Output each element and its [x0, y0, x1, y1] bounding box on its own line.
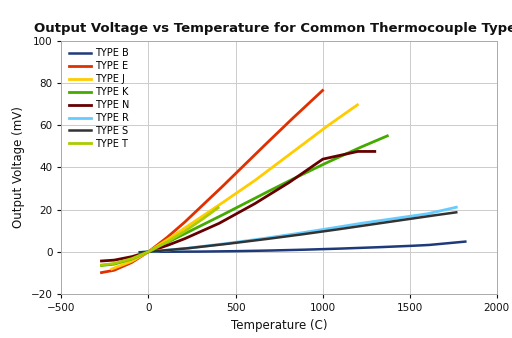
TYPE B	[398, 244, 404, 248]
TYPE K	[322, 162, 328, 166]
Line: TYPE R: TYPE R	[140, 207, 456, 252]
TYPE R	[137, 250, 143, 254]
TYPE R	[354, 222, 360, 226]
TYPE R	[383, 218, 390, 222]
TYPE J	[300, 142, 306, 146]
TYPE J	[109, 267, 115, 271]
TYPE R	[453, 205, 459, 209]
Line: TYPE K: TYPE K	[101, 136, 387, 265]
TYPE E	[121, 264, 127, 268]
TYPE N	[126, 255, 133, 259]
TYPE S	[354, 224, 360, 228]
TYPE T	[110, 262, 116, 266]
TYPE B	[285, 248, 291, 252]
TYPE J	[217, 202, 223, 207]
TYPE B	[363, 246, 369, 250]
TYPE T	[189, 224, 196, 228]
TYPE N	[354, 149, 360, 153]
TYPE K	[384, 134, 390, 138]
TYPE B	[178, 250, 184, 254]
TYPE R	[265, 236, 271, 240]
TYPE N	[311, 163, 317, 167]
TYPE J	[278, 159, 284, 163]
TYPE S	[137, 250, 143, 254]
TYPE T	[98, 263, 104, 267]
TYPE S	[383, 220, 390, 224]
TYPE J	[208, 208, 214, 212]
TYPE N	[98, 259, 104, 263]
TYPE J	[134, 256, 140, 260]
TYPE N	[219, 220, 225, 224]
Line: TYPE N: TYPE N	[101, 151, 375, 261]
Line: TYPE T: TYPE T	[101, 208, 218, 265]
TYPE T	[191, 222, 198, 226]
X-axis label: Temperature (C): Temperature (C)	[231, 319, 327, 332]
TYPE J	[305, 139, 311, 143]
TYPE S	[453, 210, 459, 214]
Line: TYPE S: TYPE S	[140, 212, 456, 252]
TYPE B	[273, 248, 280, 252]
TYPE K	[127, 258, 134, 262]
TYPE B	[462, 240, 468, 244]
TYPE E	[250, 154, 257, 158]
TYPE T	[145, 250, 152, 254]
TYPE S	[265, 237, 271, 241]
TYPE E	[271, 134, 277, 138]
TYPE K	[295, 175, 301, 179]
TYPE N	[286, 180, 292, 185]
TYPE T	[215, 206, 221, 210]
Line: TYPE B: TYPE B	[148, 242, 465, 252]
TYPE K	[214, 216, 220, 220]
TYPE B	[393, 244, 399, 248]
TYPE K	[98, 263, 104, 267]
TYPE S	[169, 248, 175, 252]
Line: TYPE E: TYPE E	[101, 91, 323, 272]
TYPE E	[319, 89, 326, 93]
TYPE E	[98, 270, 104, 274]
TYPE K	[327, 160, 333, 164]
TYPE N	[372, 149, 378, 153]
Legend: TYPE B, TYPE E, TYPE J, TYPE K, TYPE N, TYPE R, TYPE S, TYPE T: TYPE B, TYPE E, TYPE J, TYPE K, TYPE N, …	[66, 45, 133, 152]
TYPE R	[389, 217, 395, 221]
TYPE K	[224, 210, 230, 214]
TYPE B	[145, 250, 152, 254]
TYPE R	[276, 234, 282, 238]
TYPE N	[209, 224, 215, 228]
TYPE T	[150, 247, 156, 251]
TYPE S	[389, 219, 395, 223]
TYPE E	[196, 207, 202, 211]
TYPE E	[275, 130, 281, 135]
Title: Output Voltage vs Temperature for Common Thermocouple Types: Output Voltage vs Temperature for Common…	[34, 22, 512, 35]
TYPE R	[169, 248, 175, 252]
TYPE N	[316, 159, 323, 163]
Line: TYPE J: TYPE J	[112, 105, 357, 269]
Y-axis label: Output Voltage (mV): Output Voltage (mV)	[12, 106, 25, 228]
TYPE E	[188, 214, 194, 218]
TYPE S	[276, 235, 282, 239]
TYPE T	[179, 231, 185, 235]
TYPE J	[354, 103, 360, 107]
